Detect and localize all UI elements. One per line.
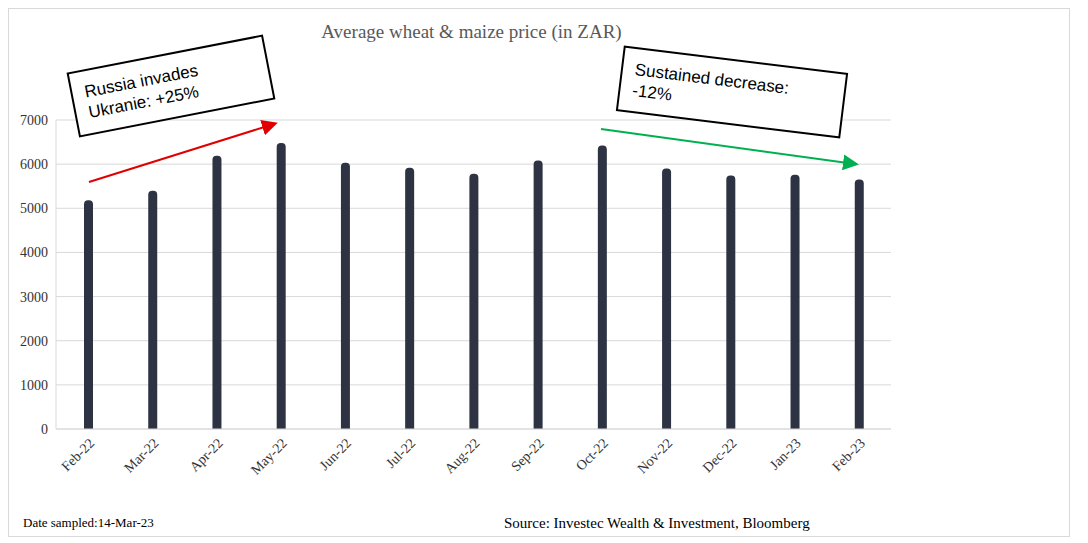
svg-text:Oct-22: Oct-22 <box>573 436 611 474</box>
html-text:Source: Investec Wealth & Inve: Source: Investec Wealth & Investment, Bl… <box>504 515 810 531</box>
svg-text:3000: 3000 <box>20 290 48 305</box>
svg-text:5000: 5000 <box>20 201 48 216</box>
svg-text:Feb-23: Feb-23 <box>829 436 868 475</box>
svg-text:7000: 7000 <box>20 113 48 128</box>
svg-text:Jan-23: Jan-23 <box>767 436 804 473</box>
svg-text:1000: 1000 <box>20 378 48 393</box>
svg-text:2000: 2000 <box>20 334 48 349</box>
svg-text:May-22: May-22 <box>248 436 290 478</box>
svg-text:4000: 4000 <box>20 245 48 260</box>
svg-text:6000: 6000 <box>20 157 48 172</box>
html-text:Russia invades Ukranie: +25%: Russia invades Ukranie: +25% <box>82 60 201 122</box>
html-text:Average wheat & maize price (i: Average wheat & maize price (in ZAR) <box>321 21 622 42</box>
html-text:Sustained decrease: -12%: Sustained decrease: -12% <box>631 60 790 105</box>
svg-text:Jul-22: Jul-22 <box>383 436 418 471</box>
svg-text:0: 0 <box>41 422 48 437</box>
svg-text:Apr-22: Apr-22 <box>187 436 226 475</box>
svg-text:Sep-22: Sep-22 <box>508 436 547 475</box>
svg-text:Nov-22: Nov-22 <box>634 436 675 477</box>
html-text:Date sampled:14-Mar-23: Date sampled:14-Mar-23 <box>23 515 154 530</box>
svg-text:Dec-22: Dec-22 <box>700 436 740 476</box>
svg-text:Aug-22: Aug-22 <box>442 436 483 477</box>
svg-text:Jun-22: Jun-22 <box>317 436 355 474</box>
svg-text:Feb-22: Feb-22 <box>59 436 98 475</box>
svg-text:Mar-22: Mar-22 <box>121 436 161 476</box>
